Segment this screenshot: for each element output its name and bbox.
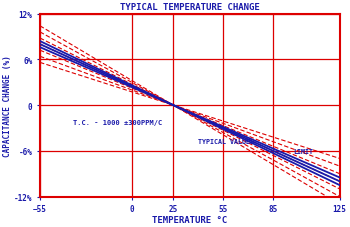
Text: T.C. - 1000 ±300PPM/C: T.C. - 1000 ±300PPM/C <box>73 120 162 126</box>
Text: LIMIT: LIMIT <box>293 148 313 154</box>
Title: TYPICAL TEMPERATURE CHANGE: TYPICAL TEMPERATURE CHANGE <box>120 3 260 12</box>
Text: TYPICAL VALUES: TYPICAL VALUES <box>198 138 254 145</box>
Y-axis label: CAPACITANCE CHANGE (%): CAPACITANCE CHANGE (%) <box>4 55 13 156</box>
X-axis label: TEMPERATURE °C: TEMPERATURE °C <box>152 215 228 224</box>
